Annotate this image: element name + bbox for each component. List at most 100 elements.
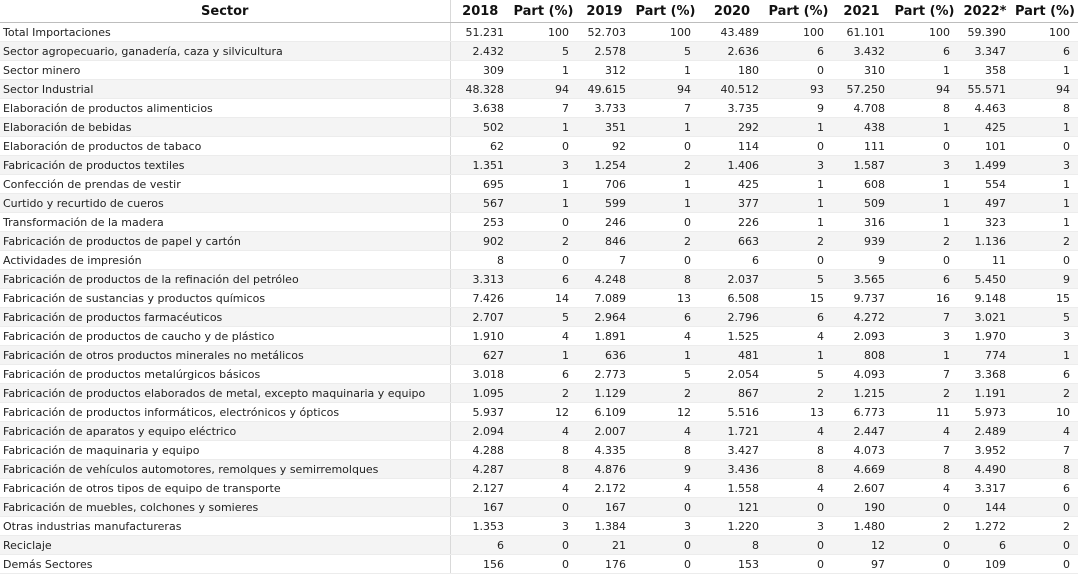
part-2022-cell: 100 — [1012, 22, 1078, 42]
column-header-2021[interactable]: 2021 — [832, 0, 891, 23]
value-2018-cell: 1.353 — [449, 516, 510, 536]
value-2020-cell: 1.525 — [699, 326, 765, 346]
part-2019-cell: 0 — [632, 554, 699, 574]
value-2021-cell: 4.669 — [832, 459, 891, 479]
value-2021-cell: 97 — [832, 554, 891, 574]
value-2020-cell: 867 — [699, 383, 765, 403]
part-2020-cell: 13 — [765, 402, 832, 422]
column-header-2020[interactable]: 2020 — [699, 0, 765, 23]
part-2021-cell: 3 — [891, 155, 958, 175]
part-2020-cell: 0 — [765, 136, 832, 156]
value-2021-cell: 190 — [832, 497, 891, 517]
value-2021-cell: 57.250 — [832, 79, 891, 99]
part-2021-cell: 8 — [891, 459, 958, 479]
part-2018-cell: 94 — [510, 79, 577, 99]
value-2019-cell: 1.254 — [577, 155, 632, 175]
value-2018-cell: 309 — [449, 60, 510, 80]
part-2019-cell: 13 — [632, 288, 699, 308]
part-2022-cell: 1 — [1012, 345, 1078, 365]
value-2020-cell: 425 — [699, 174, 765, 194]
part-2020-cell: 1 — [765, 174, 832, 194]
table-row: Actividades de impresión 8 0 7 0 6 0 9 0 11 0 — [0, 250, 1078, 270]
part-2022-cell: 8 — [1012, 98, 1078, 118]
part-2021-cell: 0 — [891, 554, 958, 574]
sector-cell: Fabricación de productos de la refinació… — [0, 269, 450, 289]
value-2021-cell: 4.073 — [832, 440, 891, 460]
part-2020-cell: 5 — [765, 364, 832, 384]
value-2019-cell: 4.335 — [577, 440, 632, 460]
part-2018-cell: 3 — [510, 155, 577, 175]
part-2022-cell: 4 — [1012, 421, 1078, 441]
sector-cell: Sector Industrial — [0, 79, 450, 99]
value-2021-cell: 61.101 — [832, 22, 891, 42]
table-row: Sector agropecuario, ganadería, caza y s… — [0, 41, 1078, 61]
value-2019-cell: 176 — [577, 554, 632, 574]
part-2019-cell: 9 — [632, 459, 699, 479]
column-header-2018[interactable]: 2018 — [449, 0, 510, 23]
column-header-2022[interactable]: 2022* — [958, 0, 1012, 23]
value-2020-cell: 377 — [699, 193, 765, 213]
part-2018-cell: 6 — [510, 269, 577, 289]
sector-cell: Confección de prendas de vestir — [0, 174, 450, 194]
part-2021-cell: 1 — [891, 212, 958, 232]
column-header-part-2020[interactable]: Part (%) — [765, 0, 832, 23]
sector-cell: Fabricación de productos informáticos, e… — [0, 402, 450, 422]
value-2020-cell: 1.721 — [699, 421, 765, 441]
column-header-2019[interactable]: 2019 — [577, 0, 632, 23]
part-2019-cell: 100 — [632, 22, 699, 42]
table-row: Fabricación de productos farmacéuticos 2.… — [0, 307, 1078, 327]
value-2018-cell: 3.018 — [449, 364, 510, 384]
part-2020-cell: 15 — [765, 288, 832, 308]
column-header-part-2022[interactable]: Part (%) — [1012, 0, 1078, 23]
part-2019-cell: 7 — [632, 98, 699, 118]
table-body: Total Importaciones 51.231 100 52.703 100 43.… — [0, 22, 1078, 574]
part-2021-cell: 3 — [891, 326, 958, 346]
value-2019-cell: 21 — [577, 535, 632, 555]
table-row: Fabricación de productos informáticos, e… — [0, 402, 1078, 422]
part-2018-cell: 4 — [510, 478, 577, 498]
sector-cell: Sector agropecuario, ganadería, caza y s… — [0, 41, 450, 61]
part-2022-cell: 0 — [1012, 497, 1078, 517]
table-row: Fabricación de productos metalúrgicos bá… — [0, 364, 1078, 384]
part-2019-cell: 4 — [632, 478, 699, 498]
part-2021-cell: 1 — [891, 117, 958, 137]
value-2022-cell: 1.191 — [958, 383, 1012, 403]
value-2022-cell: 6 — [958, 535, 1012, 555]
table-row: Fabricación de aparatos y equipo eléctri… — [0, 421, 1078, 441]
value-2022-cell: 109 — [958, 554, 1012, 574]
part-2018-cell: 6 — [510, 364, 577, 384]
part-2020-cell: 6 — [765, 41, 832, 61]
value-2018-cell: 4.287 — [449, 459, 510, 479]
part-2018-cell: 1 — [510, 117, 577, 137]
part-2020-cell: 6 — [765, 307, 832, 327]
sector-cell: Elaboración de productos alimenticios — [0, 98, 450, 118]
column-header-part-2019[interactable]: Part (%) — [632, 0, 699, 23]
value-2019-cell: 167 — [577, 497, 632, 517]
value-2020-cell: 6.508 — [699, 288, 765, 308]
value-2020-cell: 1.220 — [699, 516, 765, 536]
value-2021-cell: 2.607 — [832, 478, 891, 498]
column-header-part-2021[interactable]: Part (%) — [891, 0, 958, 23]
part-2020-cell: 8 — [765, 440, 832, 460]
part-2022-cell: 15 — [1012, 288, 1078, 308]
value-2021-cell: 6.773 — [832, 402, 891, 422]
sector-cell: Fabricación de otros tipos de equipo de … — [0, 478, 450, 498]
value-2021-cell: 4.272 — [832, 307, 891, 327]
value-2018-cell: 253 — [449, 212, 510, 232]
sector-cell: Otras industrias manufactureras — [0, 516, 450, 536]
part-2021-cell: 0 — [891, 136, 958, 156]
value-2021-cell: 310 — [832, 60, 891, 80]
value-2020-cell: 6 — [699, 250, 765, 270]
part-2021-cell: 6 — [891, 269, 958, 289]
column-header-part-2018[interactable]: Part (%) — [510, 0, 577, 23]
value-2021-cell: 9 — [832, 250, 891, 270]
part-2018-cell: 7 — [510, 98, 577, 118]
value-2021-cell: 316 — [832, 212, 891, 232]
value-2020-cell: 2.636 — [699, 41, 765, 61]
value-2018-cell: 6 — [449, 535, 510, 555]
sector-cell: Fabricación de muebles, colchones y somi… — [0, 497, 450, 517]
part-2021-cell: 0 — [891, 535, 958, 555]
part-2019-cell: 0 — [632, 535, 699, 555]
column-header-sector[interactable]: Sector — [0, 0, 450, 23]
